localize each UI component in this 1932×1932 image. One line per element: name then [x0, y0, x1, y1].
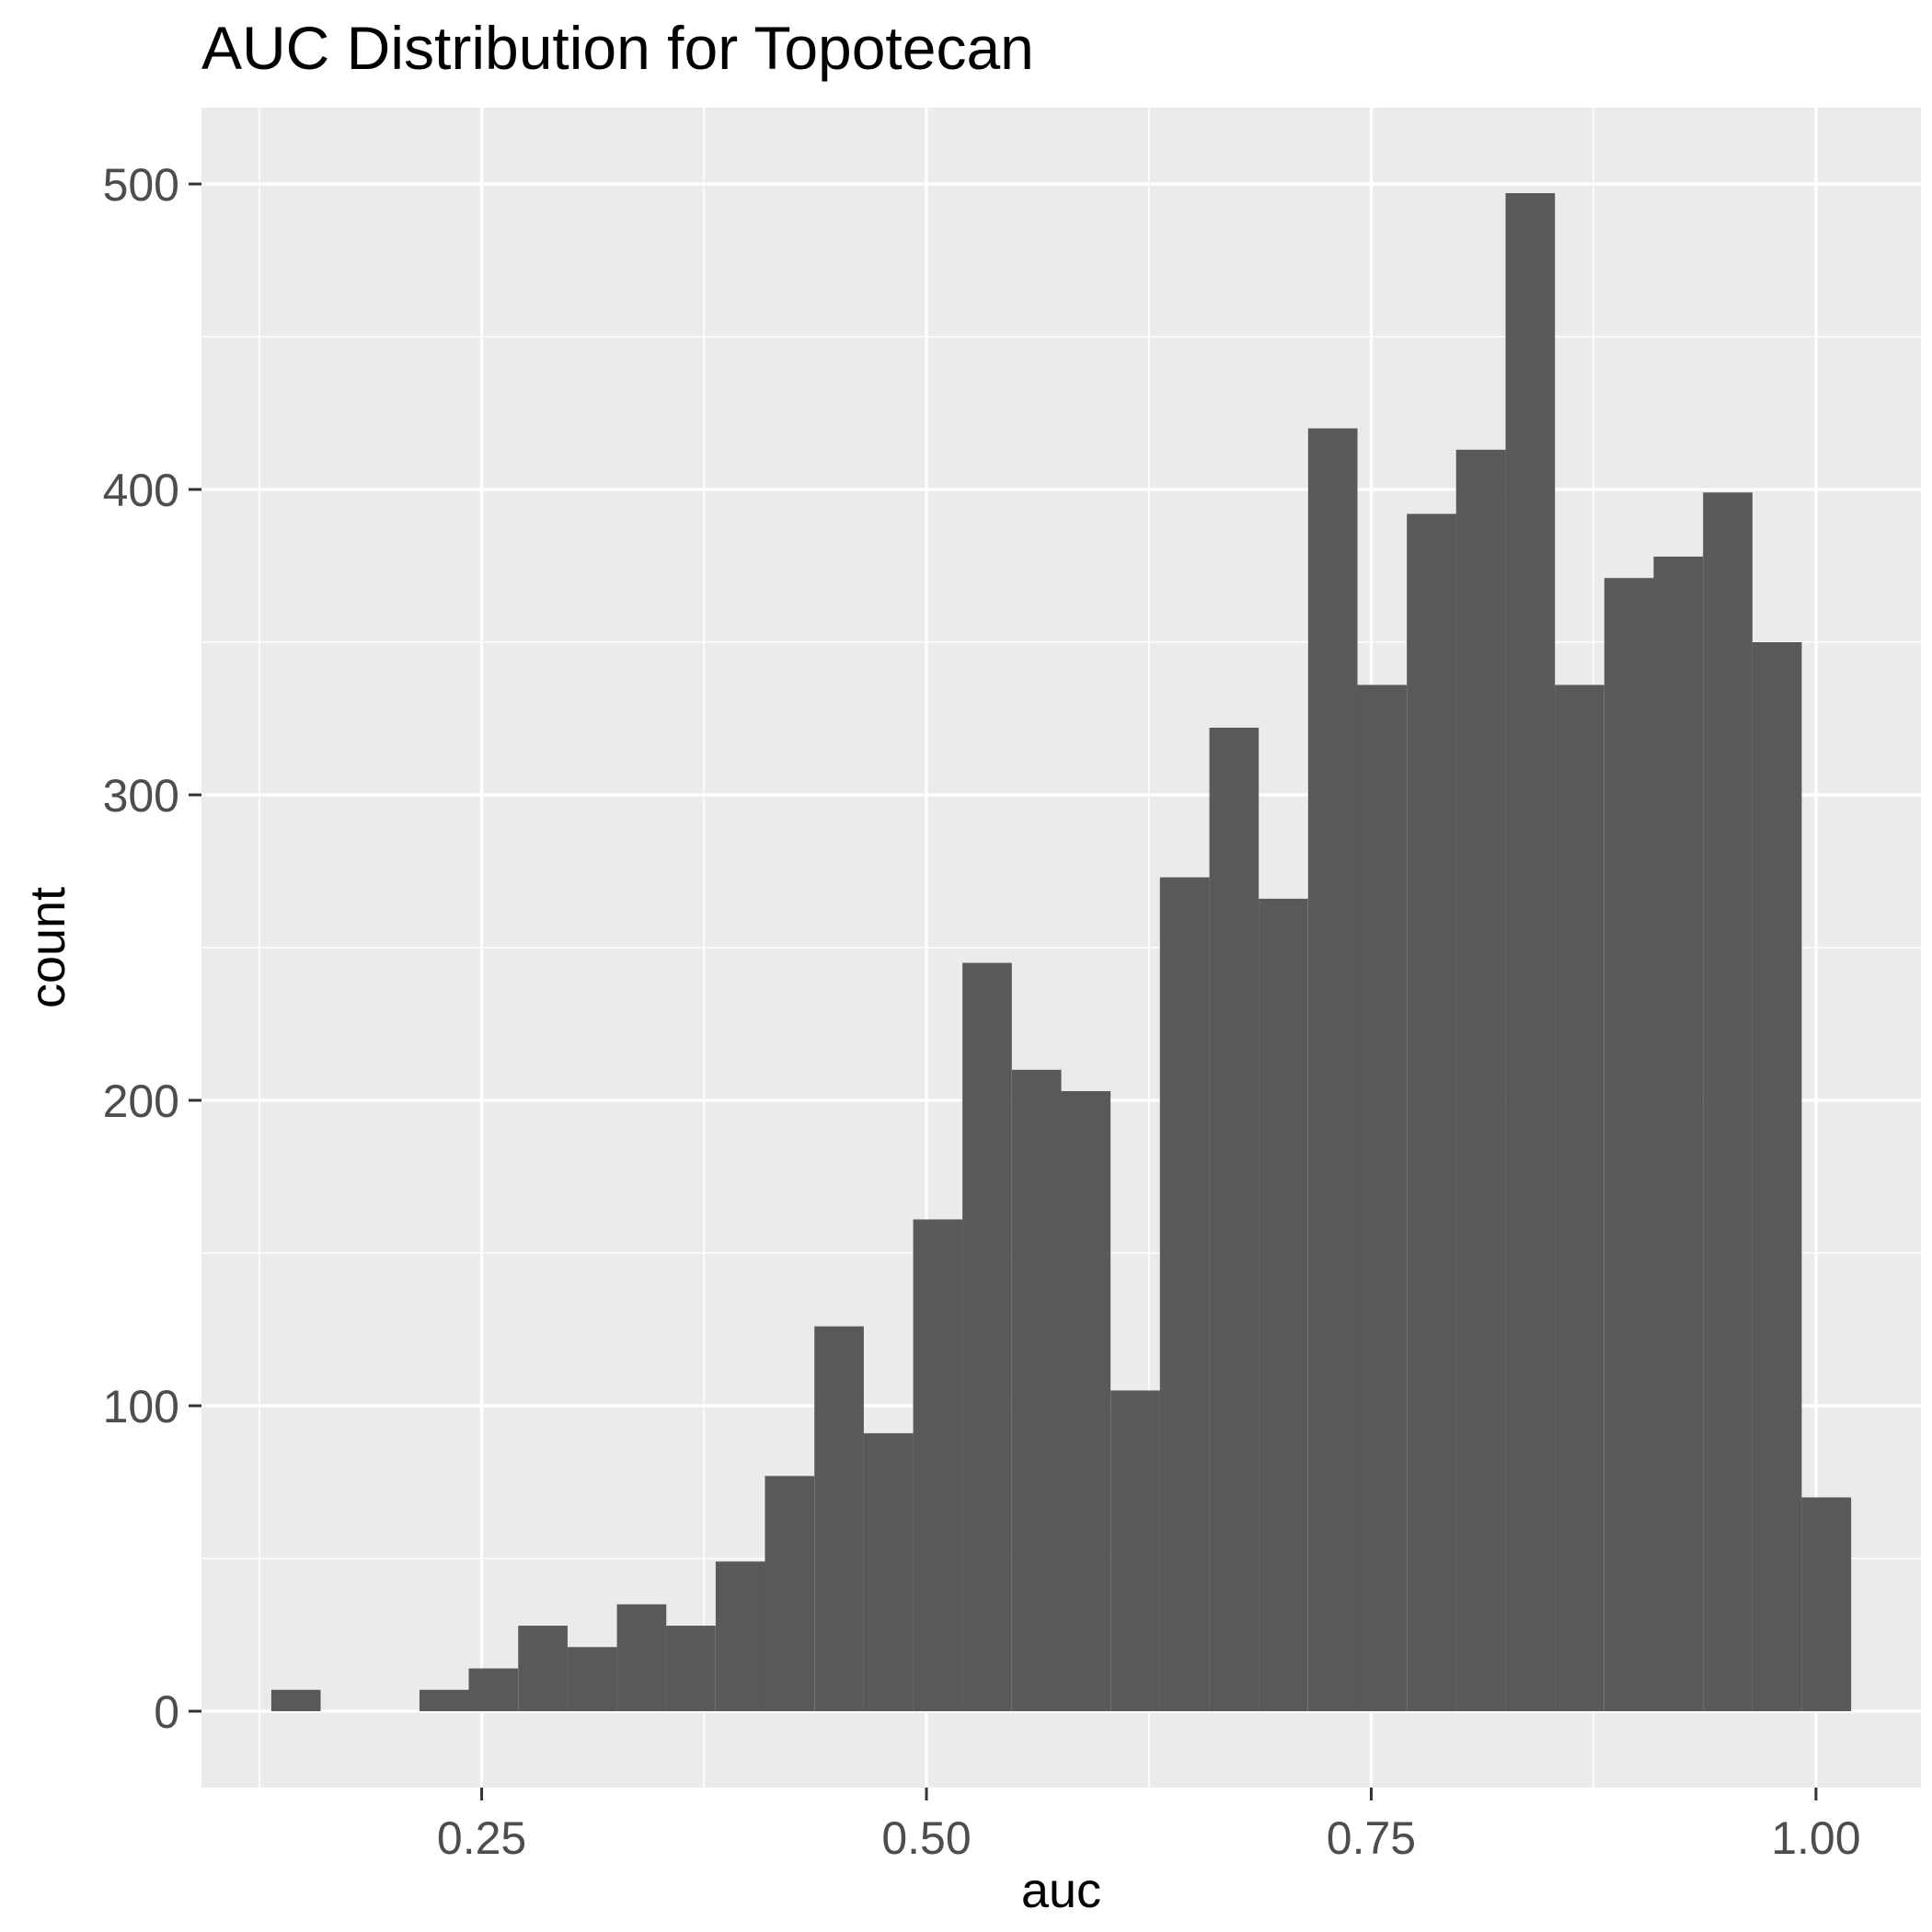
histogram-bar: [1159, 877, 1210, 1711]
histogram-bar: [962, 962, 1012, 1711]
histogram-bar: [616, 1604, 667, 1711]
x-tick-label: 0.50: [881, 1812, 971, 1864]
histogram-bar: [814, 1326, 864, 1711]
y-tick-label: 100: [103, 1381, 179, 1432]
histogram-bar: [1752, 642, 1802, 1711]
y-tick-label: 300: [103, 770, 179, 822]
x-tick-label: 0.25: [437, 1812, 526, 1864]
histogram-bar: [715, 1561, 765, 1711]
y-axis: 0 100 200 300 400 500: [103, 159, 201, 1738]
histogram-bar: [1011, 1069, 1062, 1711]
y-axis-title: count: [20, 887, 75, 1008]
y-tick-label: 400: [103, 465, 179, 516]
histogram-bar: [1357, 684, 1408, 1711]
histogram-bar: [567, 1647, 617, 1711]
y-tick-label: 200: [103, 1075, 179, 1127]
x-axis: 0.25 0.50 0.75 1.00: [437, 1788, 1861, 1864]
chart-title: AUC Distribution for Topotecan: [201, 14, 1034, 82]
histogram-bar: [913, 1219, 963, 1711]
histogram-bar: [419, 1689, 469, 1711]
x-axis-title: auc: [1021, 1863, 1101, 1918]
histogram-bar: [1801, 1497, 1852, 1711]
histogram-bar: [666, 1626, 716, 1711]
x-tick-label: 1.00: [1771, 1812, 1860, 1864]
histogram-bar: [1455, 449, 1506, 1712]
histogram-bar: [1505, 192, 1556, 1712]
y-tick-label: 0: [154, 1686, 179, 1738]
y-tick-label: 500: [103, 159, 179, 211]
histogram-bar: [270, 1689, 321, 1711]
histogram-bar: [1604, 578, 1654, 1711]
histogram-bar: [765, 1476, 815, 1711]
histogram-bar: [1209, 727, 1259, 1712]
histogram-bar: [468, 1668, 519, 1711]
histogram-bar: [863, 1432, 914, 1711]
histogram-bars: [270, 192, 1852, 1712]
histogram-bar: [518, 1626, 568, 1711]
histogram-bar: [1307, 428, 1358, 1712]
histogram-bar: [1061, 1091, 1111, 1711]
histogram-bar: [1555, 684, 1604, 1711]
x-tick-label: 0.75: [1327, 1812, 1416, 1864]
histogram-bar: [1407, 513, 1456, 1711]
histogram-bar: [1259, 898, 1308, 1711]
histogram-bar: [1703, 492, 1753, 1711]
histogram-bar: [1653, 557, 1704, 1711]
histogram-bar: [1110, 1390, 1160, 1711]
